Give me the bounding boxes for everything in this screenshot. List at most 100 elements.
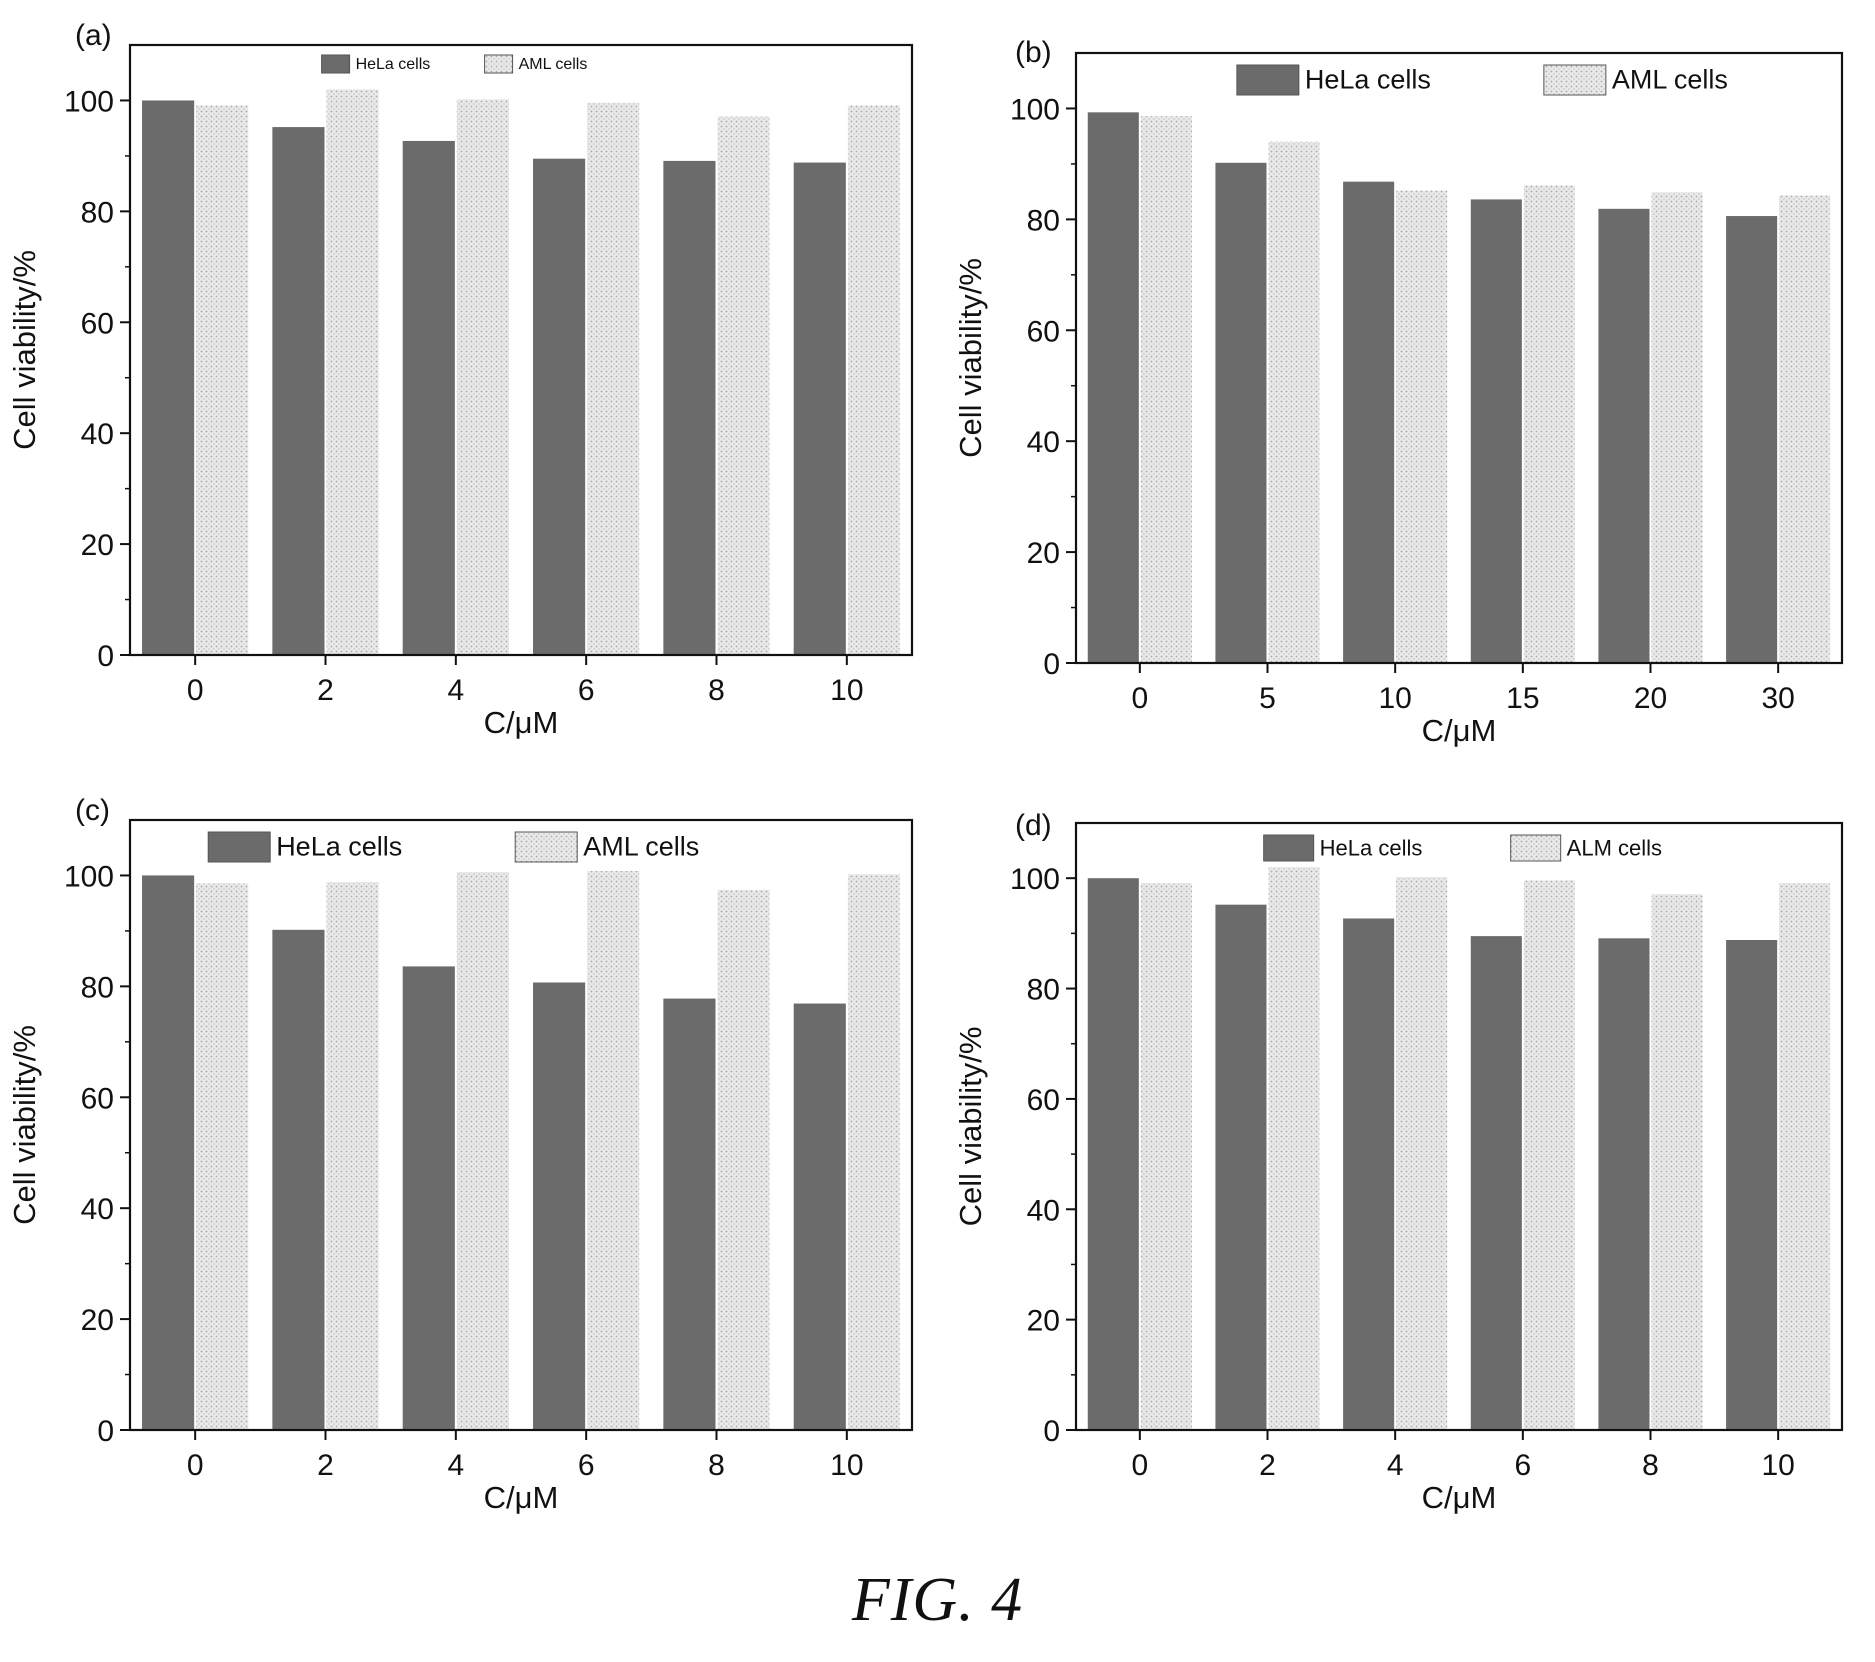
y-tick-label-60: 60	[1027, 315, 1060, 348]
y-tick-label-60: 60	[81, 307, 114, 340]
bar-hela-10	[793, 1003, 846, 1430]
y-tick-label-80: 80	[1027, 974, 1060, 1007]
panel-label: (c)	[75, 794, 110, 827]
panel-label: (a)	[75, 19, 112, 52]
panel-label: (d)	[1015, 809, 1052, 842]
legend-label-2: AML cells	[519, 56, 588, 73]
x-tick-label-0: 0	[187, 674, 204, 707]
plot-frame	[1074, 51, 1844, 665]
chart-panel-4: 0 20 40 60 80 100 0 2 4 6 8 10 C/μM Cell viability/% (…	[953, 809, 1844, 1515]
plot-frame	[1074, 821, 1844, 1432]
legend-label-1: HeLa cells	[1320, 835, 1423, 860]
bar-aml-10	[847, 874, 900, 1430]
bar-hela-5	[1215, 162, 1267, 664]
legend-label-1: HeLa cells	[356, 56, 431, 73]
bar-aml-2	[326, 89, 379, 655]
y-axis-label: Cell viability/%	[953, 258, 988, 458]
y-tick-label-0: 0	[1043, 1415, 1060, 1448]
bar-aml-4	[1396, 877, 1448, 1430]
legend-swatch-2	[514, 831, 578, 863]
x-tick-label-6: 6	[578, 674, 595, 707]
y-tick-label-20: 20	[81, 1304, 114, 1337]
legend-swatch-1	[1263, 834, 1315, 862]
y-tick-label-60: 60	[81, 1082, 114, 1115]
bar-hela-0	[1087, 112, 1139, 663]
legend-swatch-1	[1236, 64, 1300, 96]
chart-panel-3: 0 20 40 60 80 100 0 2 4 6 8 10 C/μM Cell viability/% (…	[7, 794, 914, 1515]
x-axis-label: C/μM	[1422, 713, 1497, 748]
legend-swatch-2	[1510, 834, 1562, 862]
bar-hela-4	[402, 140, 455, 655]
x-tick-label-5: 5	[1259, 682, 1276, 715]
x-tick-label-8: 8	[708, 674, 725, 707]
y-tick-label-0: 0	[97, 1415, 114, 1448]
y-tick-label-100: 100	[64, 85, 114, 118]
x-tick-label-10: 10	[830, 1449, 863, 1482]
y-tick-label-100: 100	[1010, 93, 1060, 126]
y-tick-label-20: 20	[1027, 1305, 1060, 1338]
y-tick-label-0: 0	[97, 640, 114, 673]
chart-panel-1: 0 20 40 60 80 100 0 2 4 6 8 10 C/μM Cell viability/% (…	[7, 19, 914, 740]
y-tick-label-100: 100	[64, 860, 114, 893]
legend-label-2: ALM cells	[1567, 835, 1662, 860]
y-tick-label-40: 40	[81, 1193, 114, 1226]
bar-hela-6	[533, 158, 586, 655]
bar-aml-10	[1396, 190, 1448, 663]
x-tick-label-8: 8	[1642, 1449, 1659, 1482]
x-axis-label: C/μM	[484, 1480, 559, 1515]
y-tick-label-100: 100	[1010, 863, 1060, 896]
legend-label-1: HeLa cells	[1305, 64, 1431, 94]
bar-hela-30	[1726, 216, 1778, 663]
x-tick-label-8: 8	[708, 1449, 725, 1482]
x-axis-label: C/μM	[1422, 1480, 1497, 1515]
bar-aml-30	[1779, 195, 1831, 663]
bar-hela-0	[142, 100, 195, 656]
y-tick-label-20: 20	[81, 529, 114, 562]
x-tick-label-4: 4	[447, 1449, 464, 1482]
y-tick-label-40: 40	[1027, 1194, 1060, 1227]
y-tick-label-20: 20	[1027, 537, 1060, 570]
legend-swatch-1	[321, 54, 351, 74]
bar-hela-20	[1598, 208, 1650, 663]
legend-swatch-2	[484, 54, 514, 74]
x-tick-label-2: 2	[1259, 1449, 1276, 1482]
bar-hela-8	[663, 160, 716, 655]
x-tick-label-2: 2	[317, 1449, 334, 1482]
bar-aml-2	[326, 882, 379, 1430]
x-tick-label-15: 15	[1506, 682, 1539, 715]
bar-aml-10	[1779, 883, 1831, 1430]
bar-aml-6	[587, 102, 640, 655]
bar-aml-5	[1268, 141, 1320, 663]
bar-hela-10	[1726, 939, 1778, 1430]
legend-label-2: AML cells	[583, 831, 699, 861]
x-tick-label-0: 0	[1131, 682, 1148, 715]
chart-panel-2: 0 20 40 60 80 100 0 5 10 15 20 30 C/μM Cell viability…	[953, 36, 1844, 748]
bar-hela-0	[1087, 878, 1139, 1430]
bar-hela-10	[1343, 181, 1395, 663]
bar-hela-8	[663, 998, 716, 1430]
x-tick-label-10: 10	[1761, 1449, 1794, 1482]
bar-hela-6	[1470, 936, 1522, 1430]
legend-swatch-2	[1543, 64, 1607, 96]
bar-aml-0	[1140, 116, 1192, 663]
bar-aml-8	[717, 889, 770, 1430]
bar-hela-15	[1470, 199, 1522, 663]
legend-label-2: AML cells	[1612, 64, 1728, 94]
y-axis-label: Cell viability/%	[953, 1027, 988, 1227]
legend-label-1: HeLa cells	[276, 831, 402, 861]
bar-aml-15	[1523, 185, 1575, 663]
x-tick-label-4: 4	[447, 674, 464, 707]
x-tick-label-0: 0	[1131, 1449, 1148, 1482]
x-tick-label-6: 6	[578, 1449, 595, 1482]
x-tick-label-4: 4	[1387, 1449, 1404, 1482]
y-tick-label-60: 60	[1027, 1084, 1060, 1117]
bar-aml-4	[456, 872, 509, 1430]
y-tick-label-40: 40	[81, 418, 114, 451]
y-tick-label-80: 80	[81, 196, 114, 229]
bar-hela-0	[142, 875, 195, 1430]
bar-hela-10	[793, 162, 846, 655]
x-tick-label-6: 6	[1514, 1449, 1531, 1482]
bar-hela-8	[1598, 938, 1650, 1430]
x-tick-label-20: 20	[1634, 682, 1667, 715]
